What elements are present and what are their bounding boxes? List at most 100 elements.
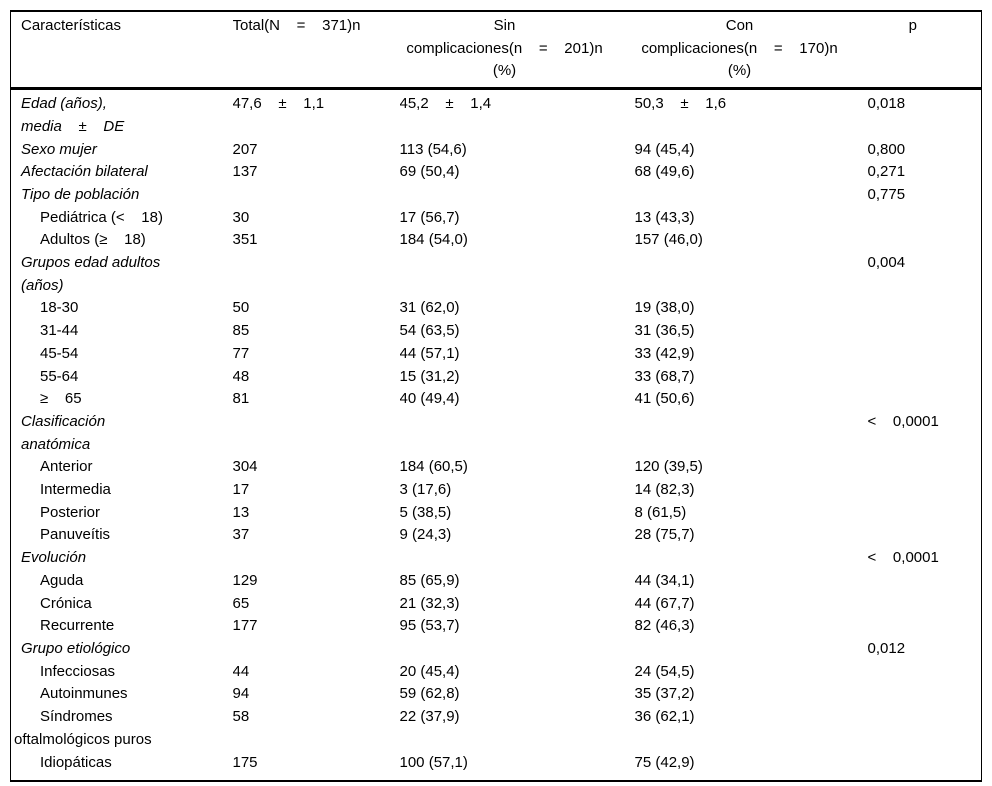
total-value: 207 bbox=[232, 140, 258, 158]
table-row: Anterior 304 184 (60,5) 120 (39,5) bbox=[11, 456, 982, 479]
header-row: Características Total(N = 371)n Sin comp… bbox=[10, 11, 982, 91]
sin-complicaciones-value: 15 (31,2) bbox=[399, 367, 460, 385]
p-value: < 0,0001 bbox=[867, 549, 939, 567]
con-complicaciones-value: 13 (43,3) bbox=[634, 208, 695, 226]
table-row: Edad (años), media ± DE 47,6 ± 1,1 45,2 ± … bbox=[11, 89, 982, 139]
sin-complicaciones-value: 22 (37,9) bbox=[399, 708, 460, 726]
row-label: 55-64 bbox=[40, 367, 79, 385]
p-value bbox=[845, 366, 982, 389]
table-row: Grupo etiológico 0,012 bbox=[11, 638, 982, 661]
total-value: 50 bbox=[232, 299, 250, 317]
row-label: Recurrente bbox=[40, 617, 115, 635]
p-value bbox=[845, 570, 982, 593]
p-value bbox=[845, 207, 982, 230]
total-value: 47,6 ± 1,1 bbox=[232, 95, 325, 113]
con-complicaciones-value: 35 (37,2) bbox=[634, 685, 695, 703]
table-row: ≥ 65 81 40 (49,4) 41 (50,6) bbox=[11, 388, 982, 411]
sin-complicaciones-value: 3 (17,6) bbox=[399, 481, 452, 499]
row-label: Autoinmunes bbox=[40, 685, 128, 703]
p-value bbox=[845, 456, 982, 479]
total-value: 137 bbox=[232, 163, 258, 181]
row-label: Intermedia bbox=[40, 481, 111, 499]
con-complicaciones-value: 41 (50,6) bbox=[634, 390, 695, 408]
sin-complicaciones-value: 9 (24,3) bbox=[399, 526, 452, 544]
total-value: 44 bbox=[232, 662, 250, 680]
table-row: Adultos (≥ 18) 351 184 (54,0) 157 (46,0) bbox=[11, 229, 982, 252]
sin-complicaciones-value: 59 (62,8) bbox=[399, 685, 460, 703]
sin-complicaciones-value: 44 (57,1) bbox=[399, 344, 460, 362]
con-complicaciones-value bbox=[635, 547, 845, 570]
con-complicaciones-value: 50,3 ± 1,6 bbox=[634, 95, 727, 113]
row-label: ≥ 65 bbox=[40, 390, 82, 408]
table-row: 45-54 77 44 (57,1) 33 (42,9) bbox=[11, 343, 982, 366]
column-header-total: Total(N = 371)n bbox=[232, 11, 400, 91]
total-value bbox=[233, 184, 400, 207]
total-value: 17 bbox=[232, 481, 250, 499]
con-complicaciones-value: 14 (82,3) bbox=[634, 481, 695, 499]
row-label: Clasificación anatómica bbox=[21, 412, 106, 453]
con-complicaciones-value: 44 (34,1) bbox=[634, 571, 695, 589]
sin-complicaciones-value: 5 (38,5) bbox=[399, 503, 452, 521]
p-value bbox=[845, 752, 982, 782]
con-complicaciones-value: 33 (68,7) bbox=[634, 367, 695, 385]
row-label: 45-54 bbox=[40, 344, 79, 362]
total-value: 48 bbox=[232, 367, 250, 385]
sin-complicaciones-value bbox=[400, 184, 635, 207]
row-label: Panuveítis bbox=[40, 526, 111, 544]
column-header-con-complicaciones: Con complicaciones(n = 170)n (%) bbox=[634, 11, 845, 91]
table-row: Aguda 129 85 (65,9) 44 (34,1) bbox=[11, 570, 982, 593]
p-value bbox=[845, 388, 982, 411]
con-complicaciones-value: 31 (36,5) bbox=[634, 322, 695, 340]
p-value: 0,018 bbox=[867, 95, 906, 113]
total-value: 351 bbox=[232, 231, 258, 249]
p-value bbox=[845, 502, 982, 525]
column-header-caracteristicas: Características bbox=[10, 11, 233, 91]
p-value bbox=[845, 479, 982, 502]
con-complicaciones-value: 36 (62,1) bbox=[634, 708, 695, 726]
sin-complicaciones-value: 69 (50,4) bbox=[399, 163, 460, 181]
row-label: Sexo mujer bbox=[21, 140, 97, 158]
con-complicaciones-value: 68 (49,6) bbox=[634, 163, 695, 181]
sin-complicaciones-value: 20 (45,4) bbox=[399, 662, 460, 680]
total-value: 175 bbox=[232, 753, 258, 771]
table-row: Posterior 13 5 (38,5) 8 (61,5) bbox=[11, 502, 982, 525]
sin-complicaciones-value: 54 (63,5) bbox=[399, 322, 460, 340]
table-row: Evolución < 0,0001 bbox=[11, 547, 982, 570]
sin-complicaciones-value: 17 (56,7) bbox=[399, 208, 460, 226]
table-row: Grupos edad adultos (años) 0,004 bbox=[11, 252, 982, 297]
sin-complicaciones-value: 45,2 ± 1,4 bbox=[399, 95, 492, 113]
sin-complicaciones-value: 113 (54,6) bbox=[399, 140, 467, 158]
total-value: 37 bbox=[232, 526, 250, 544]
p-value bbox=[845, 615, 982, 638]
sin-complicaciones-value bbox=[400, 411, 635, 456]
table-row: Infecciosas 44 20 (45,4) 24 (54,5) bbox=[11, 661, 982, 684]
row-label: Grupos edad adultos (años) bbox=[21, 254, 161, 294]
characteristics-table: Características Total(N = 371)n Sin comp… bbox=[10, 10, 982, 783]
table-row: 55-64 48 15 (31,2) 33 (68,7) bbox=[11, 366, 982, 389]
row-label: Crónica bbox=[40, 594, 92, 612]
con-complicaciones-value: 120 (39,5) bbox=[634, 458, 703, 476]
row-label: Tipo de población bbox=[21, 185, 140, 203]
column-header-p: p bbox=[844, 11, 982, 91]
total-value bbox=[233, 411, 400, 456]
total-value: 177 bbox=[232, 617, 258, 635]
total-value: 304 bbox=[232, 458, 258, 476]
con-complicaciones-value bbox=[635, 184, 845, 207]
con-complicaciones-value: 157 (46,0) bbox=[634, 231, 703, 249]
sin-complicaciones-value bbox=[400, 638, 635, 661]
con-complicaciones-value: 75 (42,9) bbox=[634, 753, 695, 771]
row-label: 18-30 bbox=[40, 299, 79, 317]
sin-complicaciones-value: 31 (62,0) bbox=[399, 299, 460, 317]
con-complicaciones-value bbox=[635, 252, 845, 297]
row-label: Idiopáticas bbox=[40, 753, 112, 771]
row-label: Adultos (≥ 18) bbox=[40, 231, 146, 249]
table-row: Crónica 65 21 (32,3) 44 (67,7) bbox=[11, 593, 982, 616]
table-row: Tipo de población 0,775 bbox=[11, 184, 982, 207]
p-value bbox=[845, 661, 982, 684]
table-row: Autoinmunes 94 59 (62,8) 35 (37,2) bbox=[11, 683, 982, 706]
total-value: 81 bbox=[232, 390, 250, 408]
table-row: 18-30 50 31 (62,0) 19 (38,0) bbox=[11, 297, 982, 320]
p-value: < 0,0001 bbox=[867, 412, 939, 430]
con-complicaciones-value bbox=[635, 638, 845, 661]
